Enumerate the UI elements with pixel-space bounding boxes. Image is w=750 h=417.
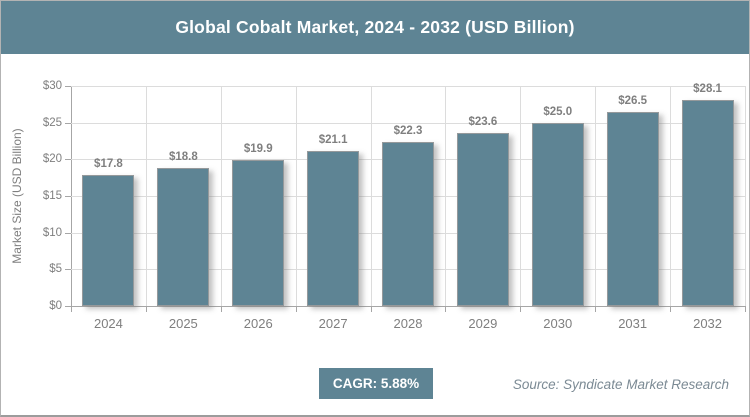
v-gridline [145, 86, 147, 306]
bar-value-label: $28.1 [693, 82, 722, 95]
source-note: Source: Syndicate Market Research [512, 377, 729, 392]
x-axis-tick [595, 307, 597, 312]
bar-2027 [307, 151, 360, 306]
v-gridline [670, 86, 672, 306]
y-axis-tick [65, 232, 71, 234]
bar-value-label: $23.6 [468, 115, 498, 128]
x-axis-tick [445, 307, 447, 312]
x-tick-label: 2024 [93, 316, 123, 331]
bar-value-label: $25.0 [543, 105, 573, 118]
x-axis-tick [370, 307, 372, 312]
y-tick-label: $30 [42, 80, 62, 92]
x-axis-tick [220, 307, 222, 312]
chart-title-bar: Global Cobalt Market, 2024 - 2032 (USD B… [1, 1, 749, 54]
bar-value-label: $18.8 [168, 151, 198, 164]
bar-value-label: $21.1 [318, 134, 348, 147]
v-gridline [445, 86, 447, 306]
v-gridline [595, 86, 597, 306]
x-axis-tick [745, 307, 746, 312]
y-axis-tick [65, 306, 71, 307]
y-tick-label: $20 [42, 153, 62, 166]
cagr-badge: CAGR: 5.88% [319, 368, 433, 399]
y-axis-tick [65, 269, 71, 271]
y-axis-tick [65, 122, 71, 124]
bar-value-label: $26.5 [618, 94, 648, 107]
x-tick-label: 2025 [168, 316, 198, 331]
x-tick-label: 2026 [243, 316, 273, 331]
x-axis-tick [670, 307, 672, 312]
bar-value-label: $22.3 [393, 125, 423, 138]
chart-title: Global Cobalt Market, 2024 - 2032 (USD B… [175, 17, 575, 37]
x-tick-label: 2027 [318, 316, 348, 331]
y-tick-label: $10 [42, 226, 62, 239]
bar-2026 [232, 160, 285, 306]
bar-2029 [456, 132, 509, 306]
bar-2025 [157, 168, 210, 306]
y-axis-title: Market Size (USD Billion) [10, 128, 24, 264]
bar-2030 [531, 122, 584, 306]
y-axis-tick [65, 159, 71, 161]
x-axis-tick [145, 307, 147, 312]
x-tick-label: 2028 [393, 316, 423, 331]
y-axis-tick [65, 86, 71, 87]
x-tick-label: 2032 [693, 316, 723, 331]
h-gridline [71, 122, 745, 124]
v-gridline [745, 86, 746, 306]
y-tick-label: $15 [42, 190, 62, 202]
y-tick-label: $0 [49, 300, 62, 312]
cagr-label: CAGR: 5.88% [332, 376, 420, 391]
bar-value-label: $17.8 [94, 158, 123, 171]
h-gridline [71, 86, 745, 87]
y-axis-tick [65, 196, 71, 197]
v-gridline [370, 86, 372, 306]
x-axis-tick [520, 307, 522, 312]
x-axis-tick [71, 307, 72, 312]
y-tick-label: $5 [49, 263, 62, 276]
x-tick-label: 2029 [468, 316, 498, 331]
x-tick-label: 2031 [618, 316, 648, 331]
y-tick-label: $25 [42, 116, 62, 129]
bar-value-label: $19.9 [243, 143, 273, 156]
x-tick-label: 2030 [543, 316, 573, 331]
bar-2024 [82, 175, 135, 306]
v-gridline [520, 86, 522, 306]
bar-2028 [382, 142, 434, 306]
v-gridline [295, 86, 297, 306]
bar-2032 [681, 99, 734, 306]
bar-2031 [606, 111, 659, 306]
v-gridline [220, 86, 222, 306]
x-axis-tick [295, 307, 297, 312]
